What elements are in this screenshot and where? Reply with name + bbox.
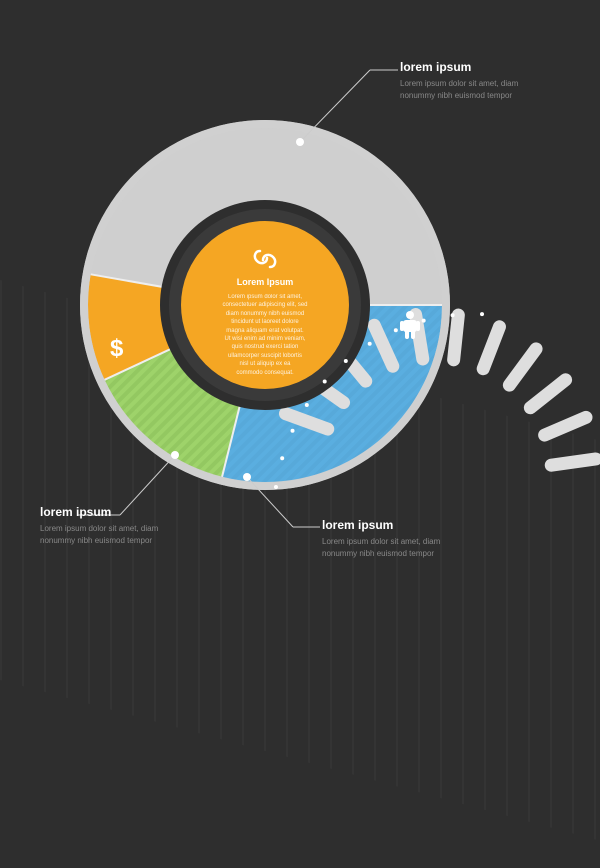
center-circle: Lorem Ipsum Lorem ipsum dolor sit amet, …	[181, 221, 349, 389]
callout-bottom-left: lorem ipsum Lorem ipsum dolor sit amet, …	[40, 505, 200, 547]
callout-body: Lorem ipsum dolor sit amet, diam nonummy…	[40, 523, 200, 547]
lead-dot-bl	[171, 451, 179, 459]
callout-heading: lorem ipsum	[400, 60, 560, 74]
donut-chart: Lorem Ipsum Lorem ipsum dolor sit amet, …	[80, 120, 450, 490]
callout-top-right: lorem ipsum Lorem ipsum dolor sit amet, …	[400, 60, 560, 102]
callout-heading: lorem ipsum	[322, 518, 482, 532]
dollar-icon: $	[110, 335, 123, 363]
callout-heading: lorem ipsum	[40, 505, 200, 519]
swirl-icon	[203, 249, 327, 275]
person-icon	[400, 310, 420, 347]
center-title: Lorem Ipsum	[203, 277, 327, 287]
callout-bottom-right: lorem ipsum Lorem ipsum dolor sit amet, …	[322, 518, 482, 560]
center-body: Lorem ipsum dolor sit amet, consectetuer…	[203, 293, 327, 377]
callout-body: Lorem ipsum dolor sit amet, diam nonummy…	[322, 536, 482, 560]
callout-body: Lorem ipsum dolor sit amet, diam nonummy…	[400, 78, 560, 102]
lead-dot-top	[296, 138, 304, 146]
lead-dot-br	[243, 473, 251, 481]
